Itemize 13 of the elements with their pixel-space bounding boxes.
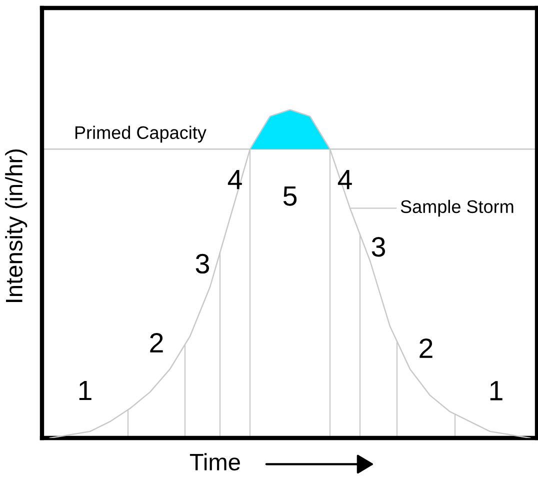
annotation: 4 — [338, 170, 352, 190]
x-axis-title: Time — [190, 453, 240, 471]
annotation: 2 — [150, 332, 163, 352]
y-axis-title: Intensity (in/hr) — [5, 149, 28, 302]
annotation: 5 — [283, 186, 297, 206]
ref-line-label: Primed Capacity — [75, 126, 206, 143]
annotation: 2 — [420, 338, 432, 358]
annotation: 3 — [196, 254, 210, 274]
annotation: 1 — [79, 380, 92, 400]
annotation: 4 — [228, 170, 242, 190]
annotation: 3 — [372, 237, 386, 257]
annotation: 1 — [490, 381, 502, 400]
legend-label: Sample Storm — [400, 200, 514, 217]
